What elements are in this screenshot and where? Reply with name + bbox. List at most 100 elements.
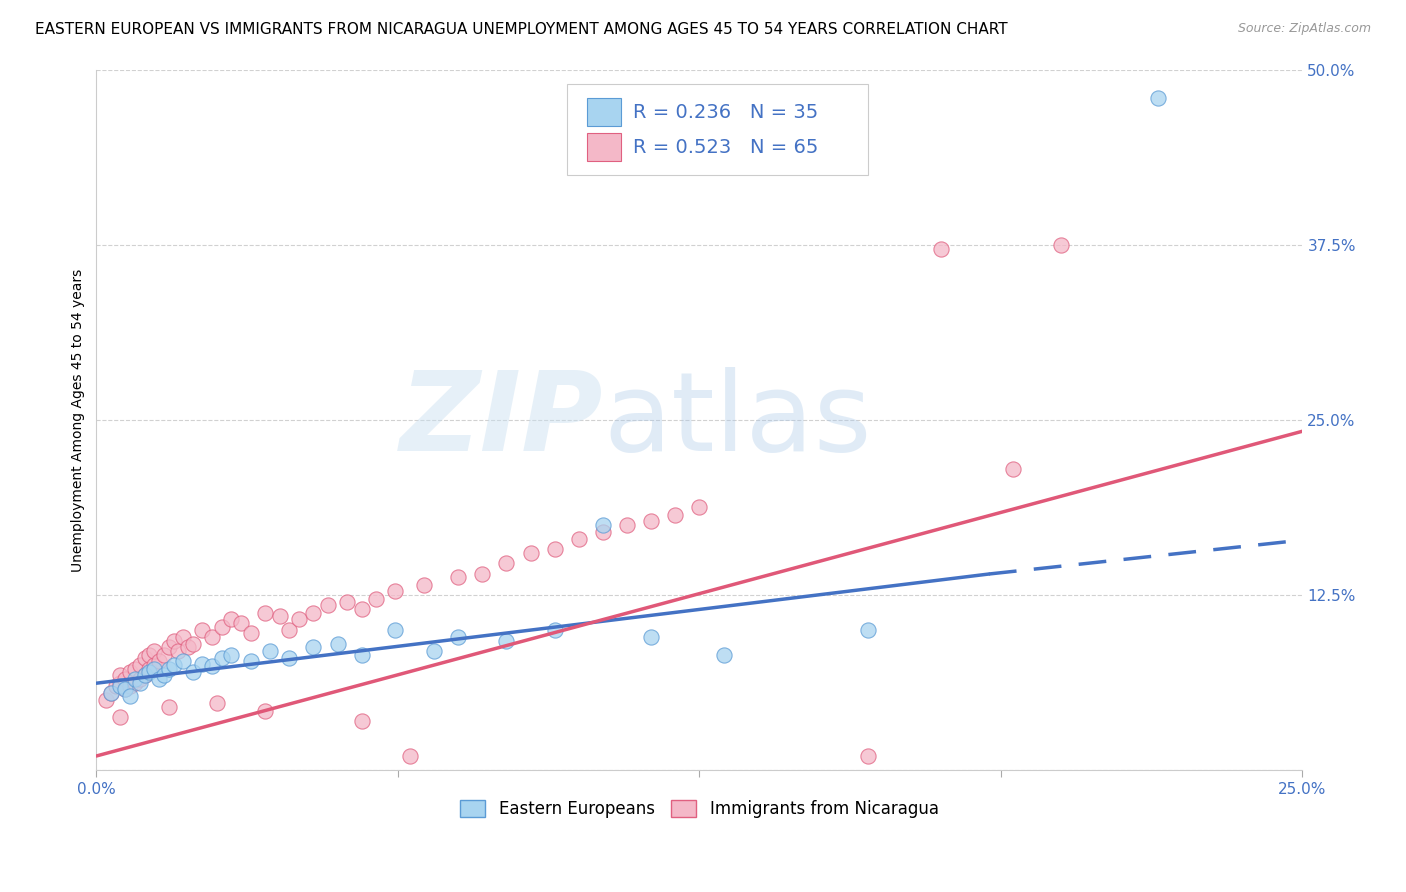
Point: [205, 696, 228, 710]
Point: [114, 681, 136, 696]
Text: atlas: atlas: [603, 367, 872, 474]
Point: [1050, 238, 1073, 252]
Point: [201, 630, 224, 644]
Point: [157, 640, 180, 654]
Text: Source: ZipAtlas.com: Source: ZipAtlas.com: [1237, 22, 1371, 36]
Point: [336, 595, 359, 609]
Text: EASTERN EUROPEAN VS IMMIGRANTS FROM NICARAGUA UNEMPLOYMENT AMONG AGES 45 TO 54 Y: EASTERN EUROPEAN VS IMMIGRANTS FROM NICA…: [35, 22, 1008, 37]
Point: [110, 676, 132, 690]
Point: [110, 679, 132, 693]
Point: [94, 693, 117, 707]
Point: [157, 662, 180, 676]
Point: [592, 518, 614, 533]
Point: [471, 567, 494, 582]
Point: [495, 634, 517, 648]
Point: [221, 612, 243, 626]
Point: [138, 662, 160, 676]
FancyBboxPatch shape: [588, 98, 621, 126]
Point: [162, 634, 184, 648]
Point: [399, 749, 422, 764]
Point: [100, 686, 122, 700]
Point: [254, 704, 277, 718]
Point: [929, 242, 952, 256]
Point: [326, 637, 349, 651]
Legend: Eastern Europeans, Immigrants from Nicaragua: Eastern Europeans, Immigrants from Nicar…: [454, 793, 945, 825]
Point: [153, 668, 176, 682]
Point: [384, 623, 406, 637]
Point: [239, 625, 262, 640]
Point: [211, 651, 233, 665]
Text: R = 0.236   N = 35: R = 0.236 N = 35: [633, 103, 818, 121]
Text: R = 0.523   N = 65: R = 0.523 N = 65: [633, 137, 818, 157]
Point: [191, 623, 214, 637]
FancyBboxPatch shape: [588, 133, 621, 161]
Point: [616, 518, 638, 533]
Point: [384, 583, 406, 598]
Point: [120, 679, 142, 693]
Point: [254, 606, 277, 620]
Point: [211, 620, 233, 634]
Point: [544, 623, 567, 637]
Point: [172, 630, 194, 644]
Point: [191, 657, 214, 671]
Point: [114, 681, 136, 696]
Point: [138, 648, 160, 663]
Point: [221, 648, 243, 663]
Point: [1001, 462, 1024, 476]
Point: [148, 672, 170, 686]
Y-axis label: Unemployment Among Ages 45 to 54 years: Unemployment Among Ages 45 to 54 years: [72, 268, 86, 572]
Point: [134, 668, 156, 682]
Point: [366, 592, 388, 607]
Point: [288, 612, 311, 626]
Point: [350, 648, 373, 663]
Point: [148, 654, 170, 668]
Point: [201, 659, 224, 673]
Point: [172, 654, 194, 668]
Point: [143, 644, 166, 658]
Point: [568, 532, 591, 546]
Point: [120, 689, 142, 703]
Point: [302, 640, 325, 654]
Point: [423, 644, 446, 658]
Point: [544, 541, 567, 556]
Text: ZIP: ZIP: [399, 367, 603, 474]
Point: [519, 546, 541, 560]
Point: [640, 630, 662, 644]
Point: [259, 644, 281, 658]
Point: [858, 749, 880, 764]
Point: [688, 500, 710, 514]
Point: [153, 648, 176, 663]
Point: [181, 637, 204, 651]
Point: [181, 665, 204, 679]
Point: [167, 644, 190, 658]
Point: [110, 710, 132, 724]
Point: [134, 668, 156, 682]
Point: [120, 665, 142, 679]
FancyBboxPatch shape: [567, 84, 869, 175]
Point: [229, 615, 252, 630]
Point: [316, 598, 339, 612]
Point: [278, 623, 301, 637]
Point: [124, 676, 146, 690]
Point: [858, 623, 880, 637]
Point: [350, 714, 373, 728]
Point: [350, 602, 373, 616]
Point: [100, 686, 122, 700]
Point: [1146, 91, 1168, 105]
Point: [664, 508, 686, 523]
Point: [138, 665, 160, 679]
Point: [162, 658, 184, 673]
Point: [413, 578, 436, 592]
Point: [124, 662, 146, 676]
Point: [104, 679, 127, 693]
Point: [110, 668, 132, 682]
Point: [302, 606, 325, 620]
Point: [128, 676, 150, 690]
Point: [640, 514, 662, 528]
Point: [447, 570, 470, 584]
Point: [278, 651, 301, 665]
Point: [128, 672, 150, 686]
Point: [157, 700, 180, 714]
Point: [495, 556, 517, 570]
Point: [128, 658, 150, 673]
